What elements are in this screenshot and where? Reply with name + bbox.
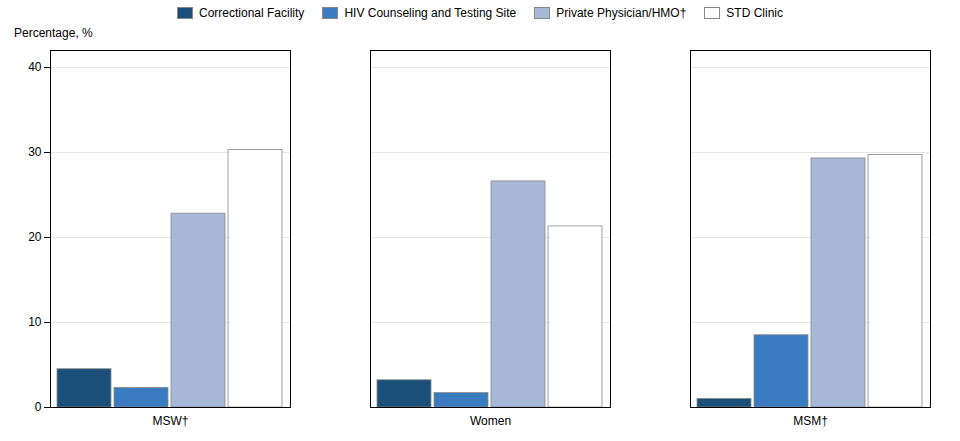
html-text:STD Clinic: STD Clinic	[726, 6, 783, 20]
svg-text:MSM†: MSM†	[793, 414, 828, 428]
svg-text:10: 10	[28, 315, 42, 329]
svg-text:0: 0	[35, 400, 42, 414]
html-text:Percentage, %: Percentage, %	[14, 26, 93, 40]
html-text:Private Physician/HMO†: Private Physician/HMO†	[556, 6, 687, 20]
svg-text:MSW†: MSW†	[153, 414, 189, 428]
html-text:Correctional Facility: Correctional Facility	[199, 6, 305, 20]
html-text:HIV Counseling and Testing Sit: HIV Counseling and Testing Site	[344, 6, 517, 20]
svg-text:30: 30	[28, 145, 42, 159]
svg-text:Women: Women	[470, 414, 511, 428]
svg-text:20: 20	[28, 230, 42, 244]
svg-text:40: 40	[28, 60, 42, 74]
